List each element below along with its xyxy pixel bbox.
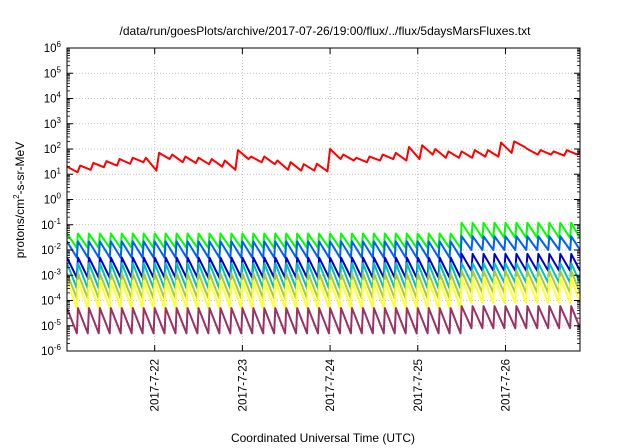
y-tick-label-exp: -5 bbox=[54, 318, 62, 327]
y-tick-label: 10-6 bbox=[41, 343, 61, 358]
y-axis-label-base: protons/cm bbox=[13, 199, 27, 258]
y-tick-label-exp: -1 bbox=[54, 217, 62, 226]
y-tick-label-exp: -4 bbox=[54, 293, 62, 302]
y-tick-label-exp: -3 bbox=[54, 267, 62, 276]
y-tick-label-base: 10 bbox=[44, 119, 57, 131]
y-tick-label: 10-4 bbox=[41, 293, 61, 308]
x-tick-label: 2017-7-22 bbox=[150, 359, 162, 411]
y-tick-label-exp: 3 bbox=[57, 116, 62, 125]
x-tick-label: 2017-7-25 bbox=[413, 359, 425, 411]
data-series-group bbox=[67, 140, 580, 335]
y-tick-label-base: 10 bbox=[44, 94, 57, 106]
y-tick-label-base: 10 bbox=[44, 195, 57, 207]
y-tick-label-exp: 1 bbox=[57, 166, 62, 175]
y-tick-label-base: 10 bbox=[41, 270, 54, 282]
y-tick-label-base: 10 bbox=[44, 68, 57, 80]
series-line-7 bbox=[67, 305, 580, 335]
y-tick-label-exp: 2 bbox=[57, 141, 62, 150]
y-tick-label-base: 10 bbox=[41, 321, 54, 333]
y-tick-label: 101 bbox=[44, 166, 62, 181]
y-tick-label: 10-3 bbox=[41, 267, 61, 282]
x-tick-label: 2017-7-26 bbox=[500, 359, 512, 411]
y-tick-label-exp: 5 bbox=[57, 65, 62, 74]
x-axis-ticks: 2017-7-22 2017-7-23 2017-7-24 2017-7-25 2017… bbox=[150, 48, 512, 411]
y-tick-label-base: 10 bbox=[41, 296, 54, 308]
y-tick-label-exp: 6 bbox=[57, 40, 62, 49]
series-line-6 bbox=[67, 276, 580, 310]
y-tick-label: 103 bbox=[44, 116, 62, 131]
x-tick-label: 2017-7-24 bbox=[325, 358, 337, 411]
y-tick-label-base: 10 bbox=[44, 43, 57, 55]
y-axis-label: protons/cm2-s-sr-MeV bbox=[12, 142, 27, 258]
x-tick-label: 2017-7-23 bbox=[237, 359, 249, 411]
y-tick-label-base: 10 bbox=[44, 144, 57, 156]
y-tick-label-exp: 0 bbox=[57, 192, 62, 201]
y-tick-label-base: 10 bbox=[41, 220, 54, 232]
plot-frame bbox=[66, 47, 581, 352]
y-tick-label-exp: 4 bbox=[57, 91, 62, 100]
y-tick-label-exp: -2 bbox=[54, 242, 62, 251]
grid-lines bbox=[67, 48, 580, 351]
y-tick-label: 102 bbox=[44, 141, 62, 156]
y-axis-label-sup: 2 bbox=[12, 194, 21, 199]
y-tick-label: 10-1 bbox=[41, 217, 61, 232]
y-tick-label-exp: -6 bbox=[54, 343, 62, 352]
y-tick-label: 10-5 bbox=[41, 318, 61, 333]
y-tick-label: 106 bbox=[44, 40, 62, 55]
y-tick-label-base: 10 bbox=[41, 245, 54, 257]
y-tick-label: 10-2 bbox=[41, 242, 61, 257]
y-axis-label-rest: -s-sr-MeV bbox=[13, 142, 27, 195]
y-tick-label: 105 bbox=[44, 65, 62, 80]
chart-title: /data/run/goesPlots/archive/2017-07-26/1… bbox=[120, 24, 532, 38]
y-tick-label-base: 10 bbox=[44, 169, 57, 181]
y-tick-label-base: 10 bbox=[41, 346, 54, 358]
y-tick-label: 100 bbox=[44, 192, 62, 207]
series-line-0 bbox=[67, 140, 580, 174]
x-axis-label: Coordinated Universal Time (UTC) bbox=[231, 431, 415, 445]
series-line-2 bbox=[67, 235, 580, 259]
y-tick-label: 104 bbox=[44, 91, 62, 106]
y-axis-ticks: 10-610-510-410-310-210-11001011021031041… bbox=[41, 40, 580, 358]
